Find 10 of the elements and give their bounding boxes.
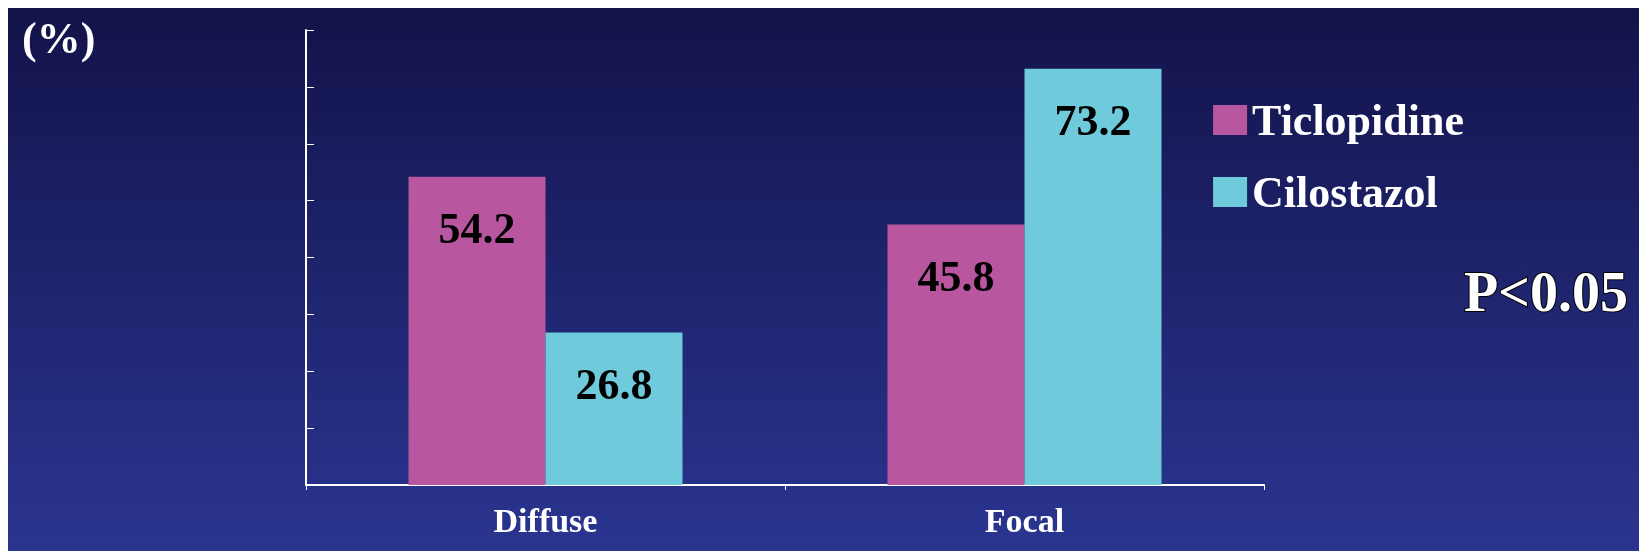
y-axis-title: (%) xyxy=(22,13,96,63)
x-tick-label: Diffuse xyxy=(493,501,598,539)
data-label: 45.8 xyxy=(917,252,995,302)
data-label: 26.8 xyxy=(575,360,653,410)
legend-label: Ticlopidine xyxy=(1252,95,1464,145)
data-label: 73.2 xyxy=(1054,96,1132,146)
text: P<0.05 xyxy=(1463,261,1629,323)
data-label: 54.2 xyxy=(438,204,516,254)
legend-label: Cilostazol xyxy=(1252,167,1438,217)
x-tick-label: Focal xyxy=(984,501,1065,539)
